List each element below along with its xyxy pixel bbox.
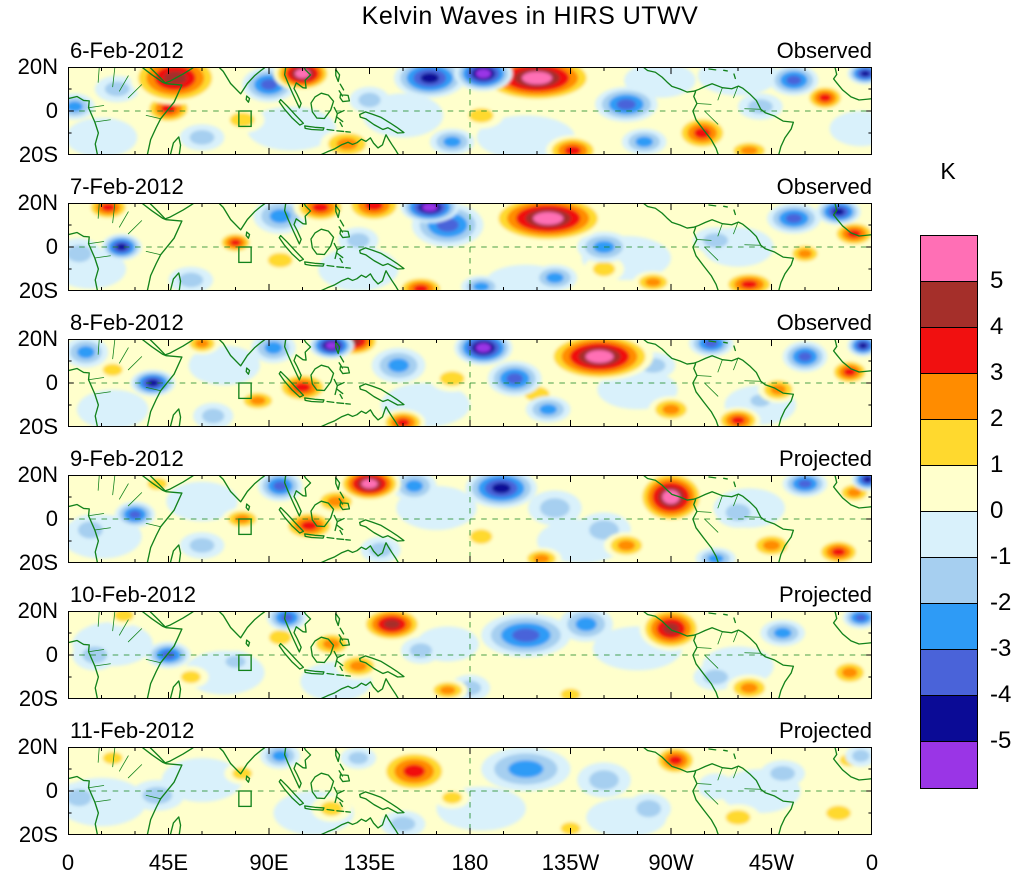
colorbar-cell-11 xyxy=(921,742,977,788)
colorbar-cell-1 xyxy=(921,282,977,328)
lon-label-0: 0 xyxy=(61,850,75,875)
panel-2-date: 7-Feb-2012 xyxy=(70,174,184,199)
lon-label-45e: 45E xyxy=(148,850,189,875)
panel-6-date: 11-Feb-2012 xyxy=(70,718,195,743)
coastlines xyxy=(68,339,872,427)
colorbar-cell-0 xyxy=(921,236,977,282)
lat-label-20n: 20N xyxy=(17,734,58,759)
colorbar-cell-4 xyxy=(921,420,977,466)
lat-label-0: 0 xyxy=(45,642,58,667)
colorbar-unit-label: K xyxy=(940,158,956,184)
map-panel-5 xyxy=(68,611,872,699)
colorbar-cell-3 xyxy=(921,374,977,420)
colorbar-cell-8 xyxy=(921,604,977,650)
coastlines xyxy=(68,203,872,291)
colorbar-cell-9 xyxy=(921,650,977,696)
colorbar-cell-5 xyxy=(921,466,977,512)
colorbar-tick-0: 0 xyxy=(990,497,1004,524)
lat-label-0: 0 xyxy=(45,234,58,259)
lat-label-0: 0 xyxy=(45,370,58,395)
lat-label-20s: 20S xyxy=(18,142,58,167)
colorbar-tick-2: 2 xyxy=(990,405,1004,432)
panel-4-mode: Projected xyxy=(779,446,872,471)
coastlines xyxy=(68,611,872,699)
map-panel-2 xyxy=(68,203,872,291)
lat-label-20s: 20S xyxy=(18,414,58,439)
panel-5-date: 10-Feb-2012 xyxy=(70,582,196,607)
lon-label-0: 0 xyxy=(865,850,879,875)
panel-4-date: 9-Feb-2012 xyxy=(70,446,184,471)
lon-label-45w: 45W xyxy=(748,850,795,875)
lon-label-135w: 135W xyxy=(541,850,600,875)
colorbar-tick--3: -3 xyxy=(990,635,1012,662)
panel-2-mode: Observed xyxy=(776,174,872,199)
colorbar-tick-1: 1 xyxy=(990,451,1004,478)
coastlines xyxy=(68,747,872,835)
lat-label-20n: 20N xyxy=(17,190,58,215)
lat-label-20n: 20N xyxy=(17,462,58,487)
lat-label-20n: 20N xyxy=(17,326,58,351)
colorbar-cell-10 xyxy=(921,696,977,742)
colorbar-cell-6 xyxy=(921,512,977,558)
lon-label-90e: 90E xyxy=(249,850,289,875)
lat-label-20s: 20S xyxy=(18,822,58,847)
map-panel-3 xyxy=(68,339,872,427)
lat-label-0: 0 xyxy=(45,98,58,123)
lat-label-20n: 20N xyxy=(17,54,58,79)
lat-label-20n: 20N xyxy=(17,598,58,623)
map-panel-6 xyxy=(68,747,872,835)
colorbar-tick--5: -5 xyxy=(990,727,1012,754)
map-panel-1 xyxy=(68,67,872,155)
colorbar-cell-7 xyxy=(921,558,977,604)
lon-label-135e: 135E xyxy=(343,850,396,875)
panel-3-mode: Observed xyxy=(776,310,872,335)
lat-label-0: 0 xyxy=(45,506,58,531)
panel-6-mode: Projected xyxy=(779,718,872,743)
colorbar-tick--4: -4 xyxy=(990,681,1012,708)
coastlines xyxy=(68,475,872,563)
map-panel-4 xyxy=(68,475,872,563)
panel-1-mode: Observed xyxy=(776,38,872,63)
colorbar-tick-3: 3 xyxy=(990,359,1004,386)
lon-label-180: 180 xyxy=(451,850,489,875)
panel-3-date: 8-Feb-2012 xyxy=(70,310,184,335)
panel-5-mode: Projected xyxy=(779,582,872,607)
panel-1-date: 6-Feb-2012 xyxy=(70,38,184,63)
lat-label-20s: 20S xyxy=(18,686,58,711)
colorbar-tick-5: 5 xyxy=(990,267,1004,294)
colorbar-cell-2 xyxy=(921,328,977,374)
lat-label-20s: 20S xyxy=(18,550,58,575)
colorbar-tick-4: 4 xyxy=(990,313,1004,340)
colorbar-tick--1: -1 xyxy=(990,543,1012,570)
colorbar-tick--2: -2 xyxy=(990,589,1012,616)
figure-title: Kelvin Waves in HIRS UTWV xyxy=(361,2,699,30)
lat-label-0: 0 xyxy=(45,778,58,803)
lat-label-20s: 20S xyxy=(18,278,58,303)
coastlines xyxy=(68,67,872,155)
lon-label-90w: 90W xyxy=(648,850,694,875)
colorbar xyxy=(920,235,978,789)
